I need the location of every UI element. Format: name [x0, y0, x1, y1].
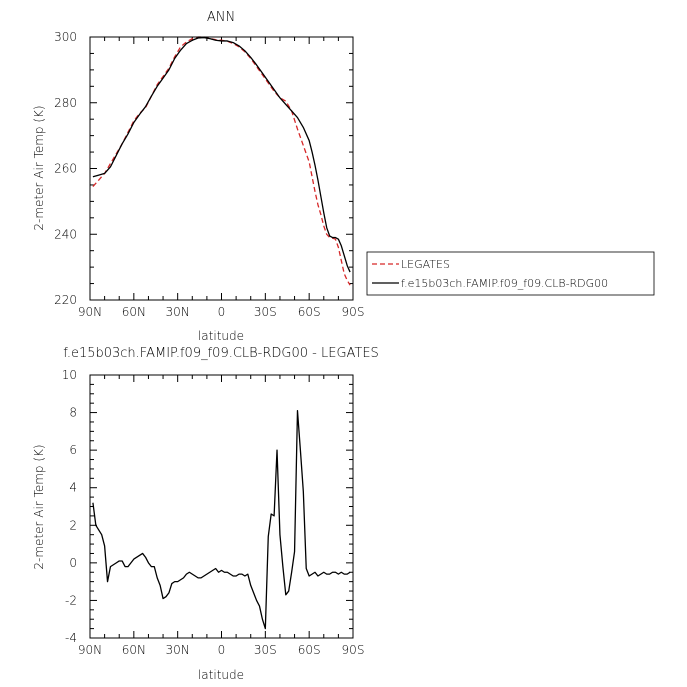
top-chart-title: ANN	[207, 10, 235, 25]
bottom-x-tick-label: 90S	[342, 643, 365, 657]
bottom-y-tick-label: 4	[69, 481, 77, 495]
legend-frame	[366, 251, 655, 296]
top-series-line-model	[92, 37, 351, 273]
top-x-tick-label: 90N	[78, 305, 102, 319]
bottom-panel: f.e15b03ch.FAMIP.f09_f09.CLB-RDG00 - LEG…	[32, 346, 379, 682]
top-x-tick-label: 30S	[254, 305, 277, 319]
bottom-x-tick-label: 30N	[166, 643, 190, 657]
bottom-y-tick-label: -2	[65, 593, 77, 607]
top-x-tick-label: 90S	[342, 305, 365, 319]
top-plot-frame	[89, 36, 354, 301]
top-series-group	[92, 36, 351, 286]
bottom-x-tick-label: 60S	[298, 643, 321, 657]
bottom-chart-title: f.e15b03ch.FAMIP.f09_f09.CLB-RDG00 - LEG…	[63, 346, 379, 361]
bottom-plot-frame	[89, 374, 354, 639]
legend-label-model: f.e15b03ch.FAMIP.f09_f09.CLB-RDG00	[401, 277, 608, 290]
bottom-y-tick-label: 8	[69, 406, 77, 420]
bottom-y-tick-label: 2	[69, 518, 77, 532]
legend: LEGATES f.e15b03ch.FAMIP.f09_f09.CLB-RDG…	[366, 251, 655, 296]
bottom-y-tick-label: 0	[69, 556, 77, 570]
top-x-tick-label: 0	[218, 305, 226, 319]
bottom-series-line-model	[92, 410, 351, 630]
top-x-tick-label: 60N	[122, 305, 146, 319]
top-x-tick-label: 60S	[298, 305, 321, 319]
bottom-y-tick-label: -4	[65, 631, 77, 645]
top-series-line-legates	[92, 36, 351, 286]
top-x-axis-label: latitude	[198, 329, 244, 343]
top-y-tick-label: 220	[54, 293, 77, 307]
top-y-tick-label: 240	[54, 227, 77, 241]
bottom-y-tick-label: 6	[69, 443, 77, 457]
bottom-x-tick-label: 0	[218, 643, 226, 657]
top-y-axis-label: 2-meter Air Temp (K)	[32, 105, 46, 230]
bottom-series-group	[92, 410, 351, 630]
bottom-x-tick-label: 90N	[78, 643, 102, 657]
top-y-tick-label: 280	[54, 96, 77, 110]
bottom-y-tick-label: 10	[62, 368, 77, 382]
top-y-tick-label: 300	[54, 30, 77, 44]
top-x-tick-label: 30N	[166, 305, 190, 319]
top-panel: ANN 90N 60N 30N 0 30S 60S 90S 220 240 260 280 300 l…	[32, 10, 655, 343]
bottom-ticks: 90N 60N 30N 0 30S 60S 90S -4 -2 0 2 4 6 8 10	[62, 368, 365, 657]
bottom-x-tick-label: 30S	[254, 643, 277, 657]
top-y-tick-label: 260	[54, 162, 77, 176]
bottom-x-tick-label: 60N	[122, 643, 146, 657]
legend-label-legates: LEGATES	[401, 258, 450, 271]
bottom-x-axis-label: latitude	[198, 668, 244, 682]
bottom-y-axis-label: 2-meter Air Temp (K)	[32, 444, 46, 569]
